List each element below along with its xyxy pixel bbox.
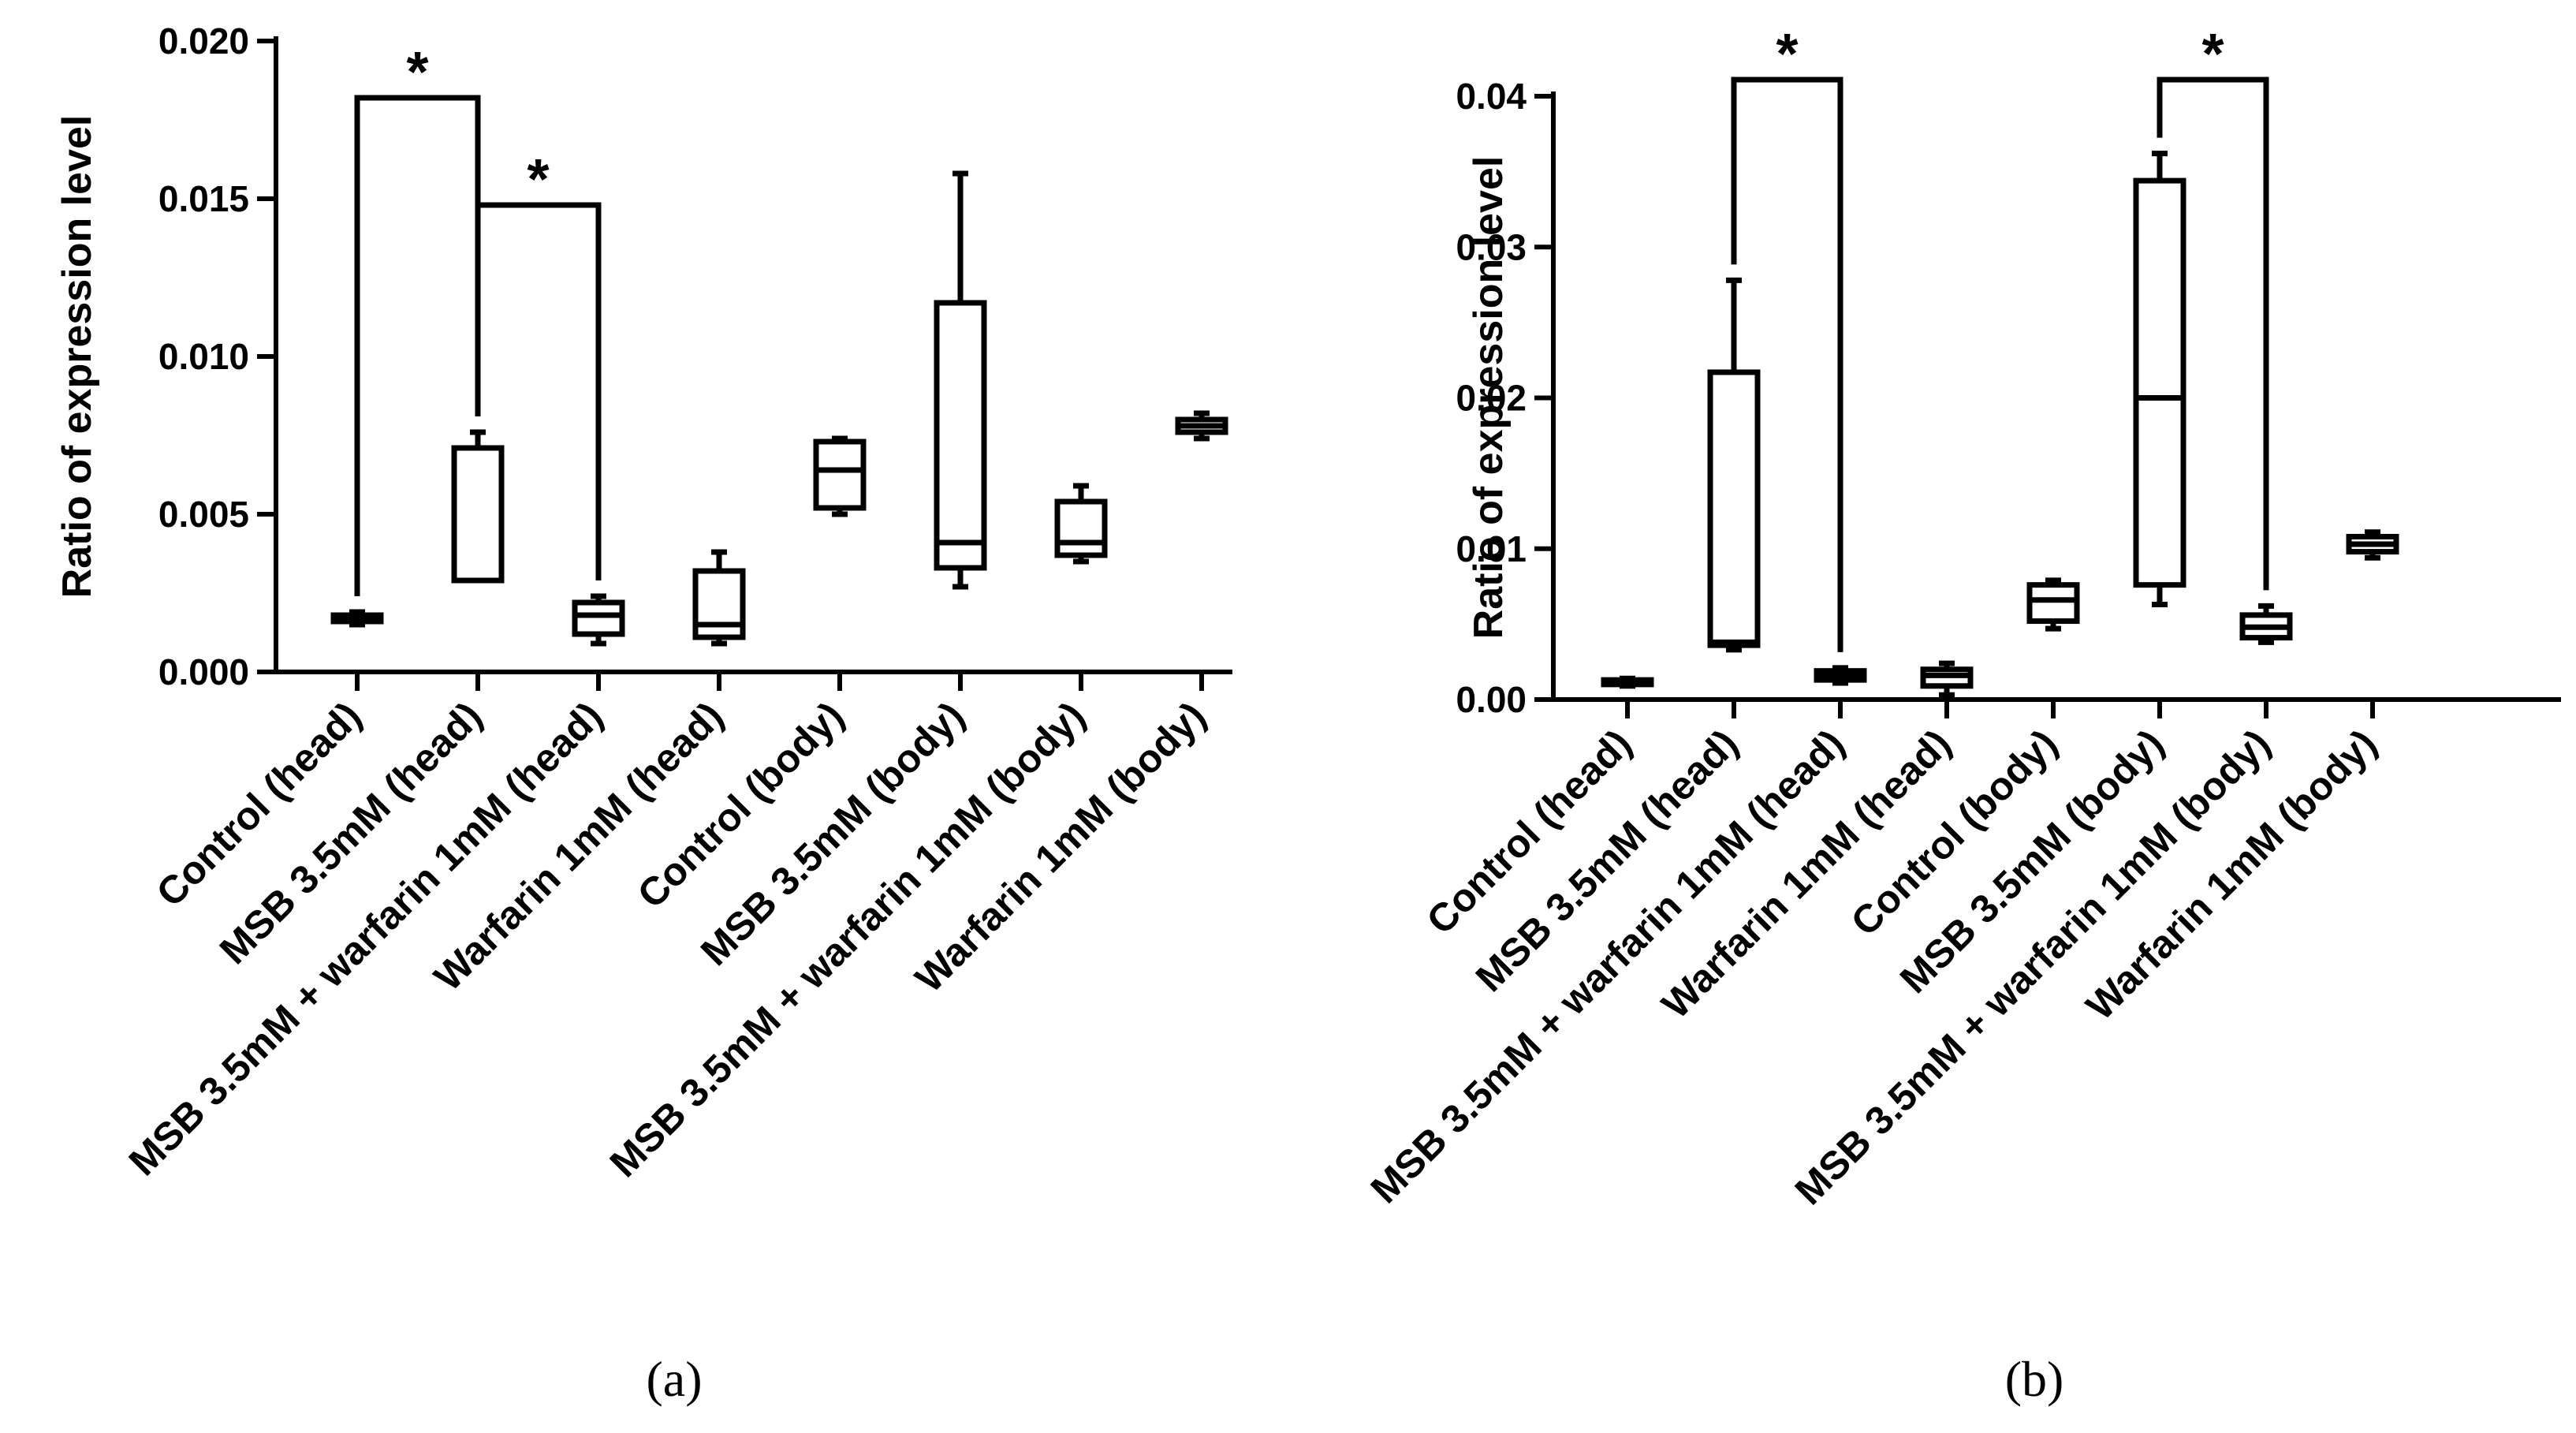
y-tick-label: 0.020	[158, 21, 249, 62]
box-iqr	[451, 445, 505, 584]
significance-bracket	[2157, 77, 2269, 591]
box-plot-6	[2133, 151, 2186, 608]
y-tick-label: 0.015	[158, 178, 249, 219]
y-tick-label: 0.04	[1456, 76, 1527, 117]
category-label: MSB 3.5mM + warfarin 1mM (head)	[121, 693, 611, 1184]
box-plot-4	[692, 549, 746, 647]
panel-label-a: (a)	[646, 1351, 702, 1407]
box-plot-8	[2346, 529, 2399, 561]
box-iqr	[1707, 369, 1761, 648]
significance-star: *	[2201, 23, 2224, 86]
y-tick-label: 0.02	[1456, 378, 1527, 419]
box-iqr	[1054, 498, 1108, 558]
box-iqr	[934, 300, 987, 571]
box-plot-3	[1814, 665, 1867, 686]
box-plot-7	[1054, 483, 1108, 565]
category-label: Control (body)	[629, 693, 852, 916]
box-plot-5	[813, 435, 867, 517]
significance-star: *	[527, 148, 549, 211]
box-plot-5	[2026, 577, 2080, 632]
y-tick-label: 0.03	[1456, 226, 1527, 267]
box-plot-3	[572, 593, 625, 647]
y-axis-title: Ratio of expression level	[1466, 156, 1512, 640]
box-iqr	[813, 438, 867, 511]
significance-star: *	[406, 41, 428, 104]
box-plot-7	[2239, 603, 2293, 645]
significance-star: *	[1776, 23, 1798, 86]
category-label: Control (head)	[148, 693, 370, 915]
box-iqr	[2026, 582, 2080, 625]
box-plot-4	[1920, 660, 1974, 698]
box-plot-2	[1707, 277, 1761, 653]
panel-b-chart: 0.00 0.01 0.02 0.03 0.04 Ratio of expression …	[1363, 23, 2561, 1407]
category-label: MSB 3.5mM + warfarin 1mM (head)	[1363, 721, 1853, 1211]
y-tick-label: 0.010	[158, 336, 249, 377]
box-iqr	[572, 599, 625, 637]
y-axis-title: Ratio of expression level	[54, 115, 100, 599]
panel-label-b: (b)	[2005, 1351, 2064, 1407]
box-plot-6	[934, 170, 987, 590]
box-plot-8	[1175, 410, 1228, 442]
box-plot-1	[330, 609, 384, 628]
box-plot-1	[1601, 675, 1654, 689]
significance-bracket	[1731, 77, 1843, 652]
y-tick-label: 0.000	[158, 651, 249, 692]
y-tick-label: 0.00	[1456, 679, 1527, 720]
y-tick-label: 0.005	[158, 494, 249, 535]
significance-bracket	[475, 202, 602, 580]
box-plot-2	[451, 429, 505, 584]
y-tick-label: 0.01	[1456, 528, 1527, 569]
panel-a-chart: 0.000 0.005 0.010 0.015 0.020 Ratio of expres…	[54, 21, 1232, 1407]
box-iqr	[2133, 177, 2186, 588]
